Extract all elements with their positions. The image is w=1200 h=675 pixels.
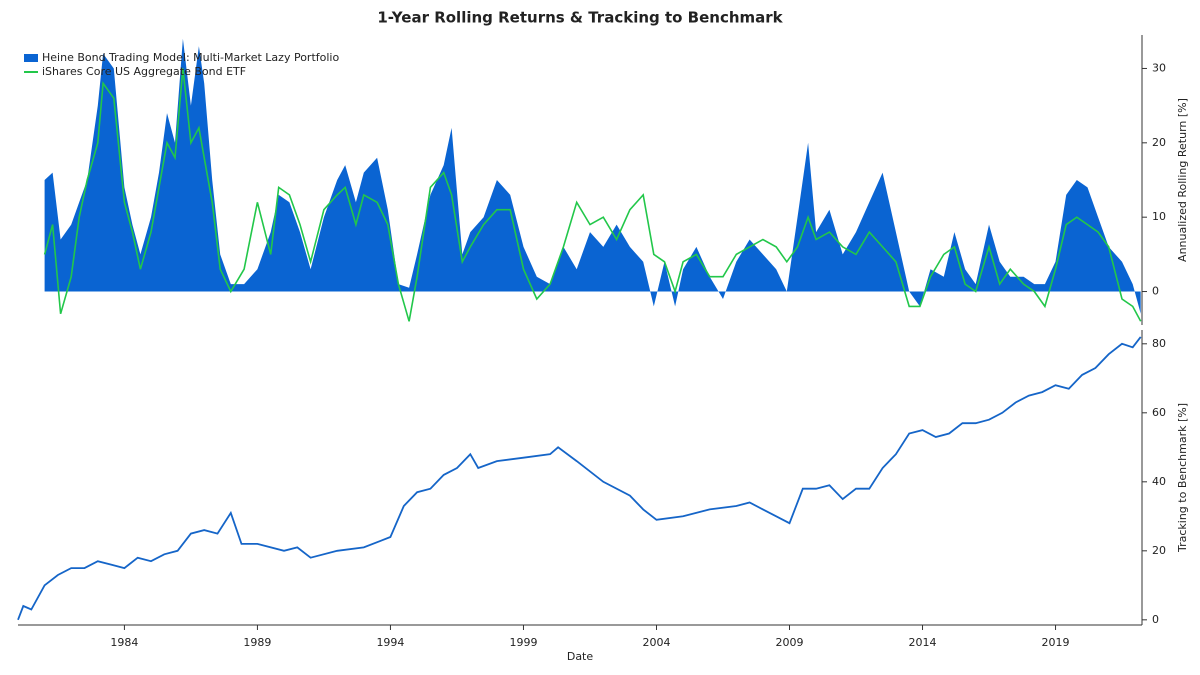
x-tick-label: 1984 [110, 636, 138, 649]
x-tick-label: 1989 [243, 636, 271, 649]
y-tick-label: 60 [1152, 406, 1166, 419]
x-tick-label: 2019 [1042, 636, 1070, 649]
y-tick-label: 80 [1152, 337, 1166, 350]
y-tick-label: 40 [1152, 475, 1166, 488]
line [17, 336, 1142, 621]
x-tick-label: 2014 [909, 636, 937, 649]
x-tick-label: 1994 [376, 636, 404, 649]
legend-label: iShares Core US Aggregate Bond ETF [42, 65, 246, 78]
x-axis-label: Date [567, 650, 594, 663]
y-tick-label: 0 [1152, 613, 1159, 626]
x-tick-label: 2009 [776, 636, 804, 649]
y-tick-label: 20 [1152, 136, 1166, 149]
x-tick-label: 2004 [642, 636, 670, 649]
y-tick-label: 0 [1152, 285, 1159, 298]
legend-label: Heine Bond Trading Model: Multi-Market L… [42, 51, 339, 64]
y-axis-label: Tracking to Benchmark [%] [1176, 403, 1189, 553]
y-tick-label: 20 [1152, 544, 1166, 557]
y-axis-label: Annualized Rolling Return [%] [1176, 98, 1189, 262]
area [44, 38, 1141, 314]
chart-title: 1-Year Rolling Returns & Tracking to Ben… [377, 9, 783, 27]
legend-swatch [24, 54, 38, 62]
x-tick-label: 1999 [509, 636, 537, 649]
y-tick-label: 10 [1152, 210, 1166, 223]
line [43, 68, 1142, 322]
y-tick-label: 30 [1152, 61, 1166, 74]
